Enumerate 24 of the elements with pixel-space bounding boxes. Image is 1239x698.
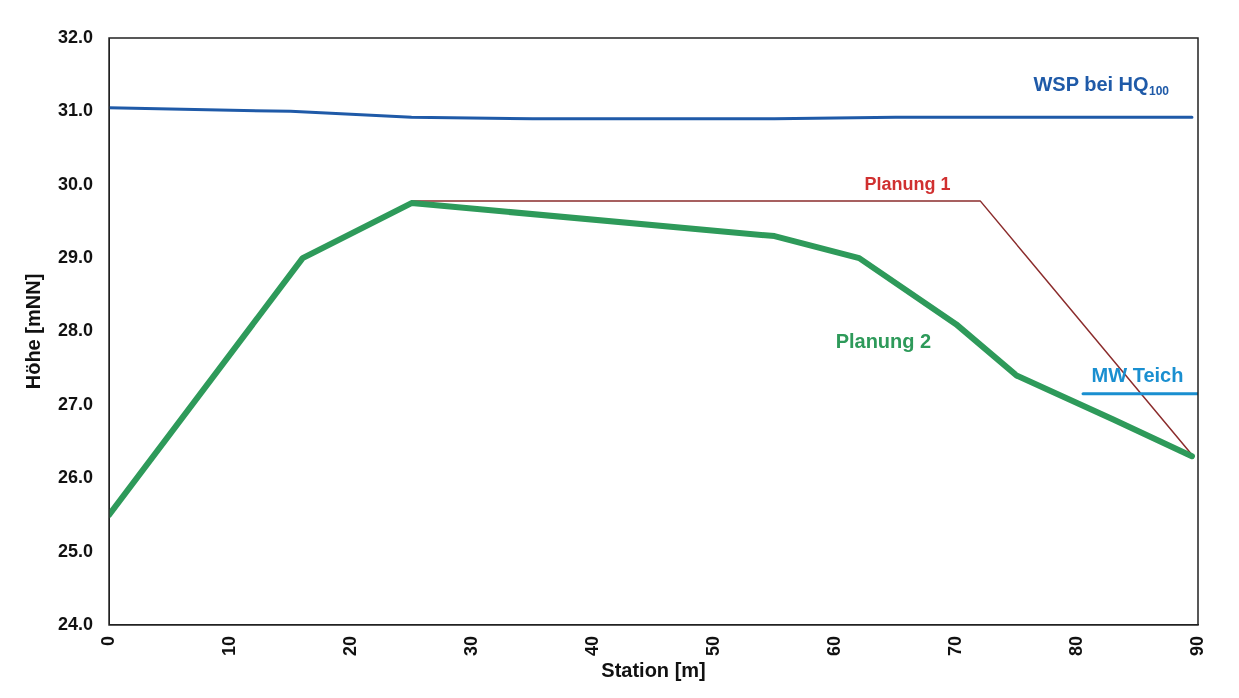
x-tick-label: 90: [1186, 635, 1207, 657]
x-tick-label: 0: [98, 635, 118, 646]
y-tick-label: 32.0: [57, 26, 94, 47]
x-tick-label: 80: [1065, 635, 1086, 657]
x-axis-title: Station [m]: [601, 658, 706, 681]
x-tick-label: 60: [823, 635, 844, 657]
x-tick-label: 20: [339, 635, 360, 657]
series-label: Planung 2: [835, 330, 932, 353]
y-tick-label: 30.0: [57, 173, 94, 194]
y-axis-title: Höhe [mNN]: [21, 273, 44, 390]
y-tick-label: 27.0: [57, 393, 94, 414]
y-tick-label: 26.0: [57, 467, 94, 488]
x-tick-label: 40: [581, 635, 602, 657]
series-label: MW Teich: [1091, 364, 1184, 387]
y-tick-label: 24.0: [57, 613, 94, 634]
y-tick-label: 25.0: [57, 540, 94, 561]
series-label: Planung 1: [864, 173, 951, 194]
y-tick-label: 28.0: [57, 320, 94, 341]
x-tick-label: 50: [702, 635, 723, 657]
x-tick-label: 30: [460, 635, 481, 657]
x-tick-label: 10: [219, 635, 239, 657]
y-tick-label: 31.0: [57, 100, 94, 121]
y-tick-label: 29.0: [57, 247, 94, 268]
x-tick-label: 70: [944, 635, 965, 657]
